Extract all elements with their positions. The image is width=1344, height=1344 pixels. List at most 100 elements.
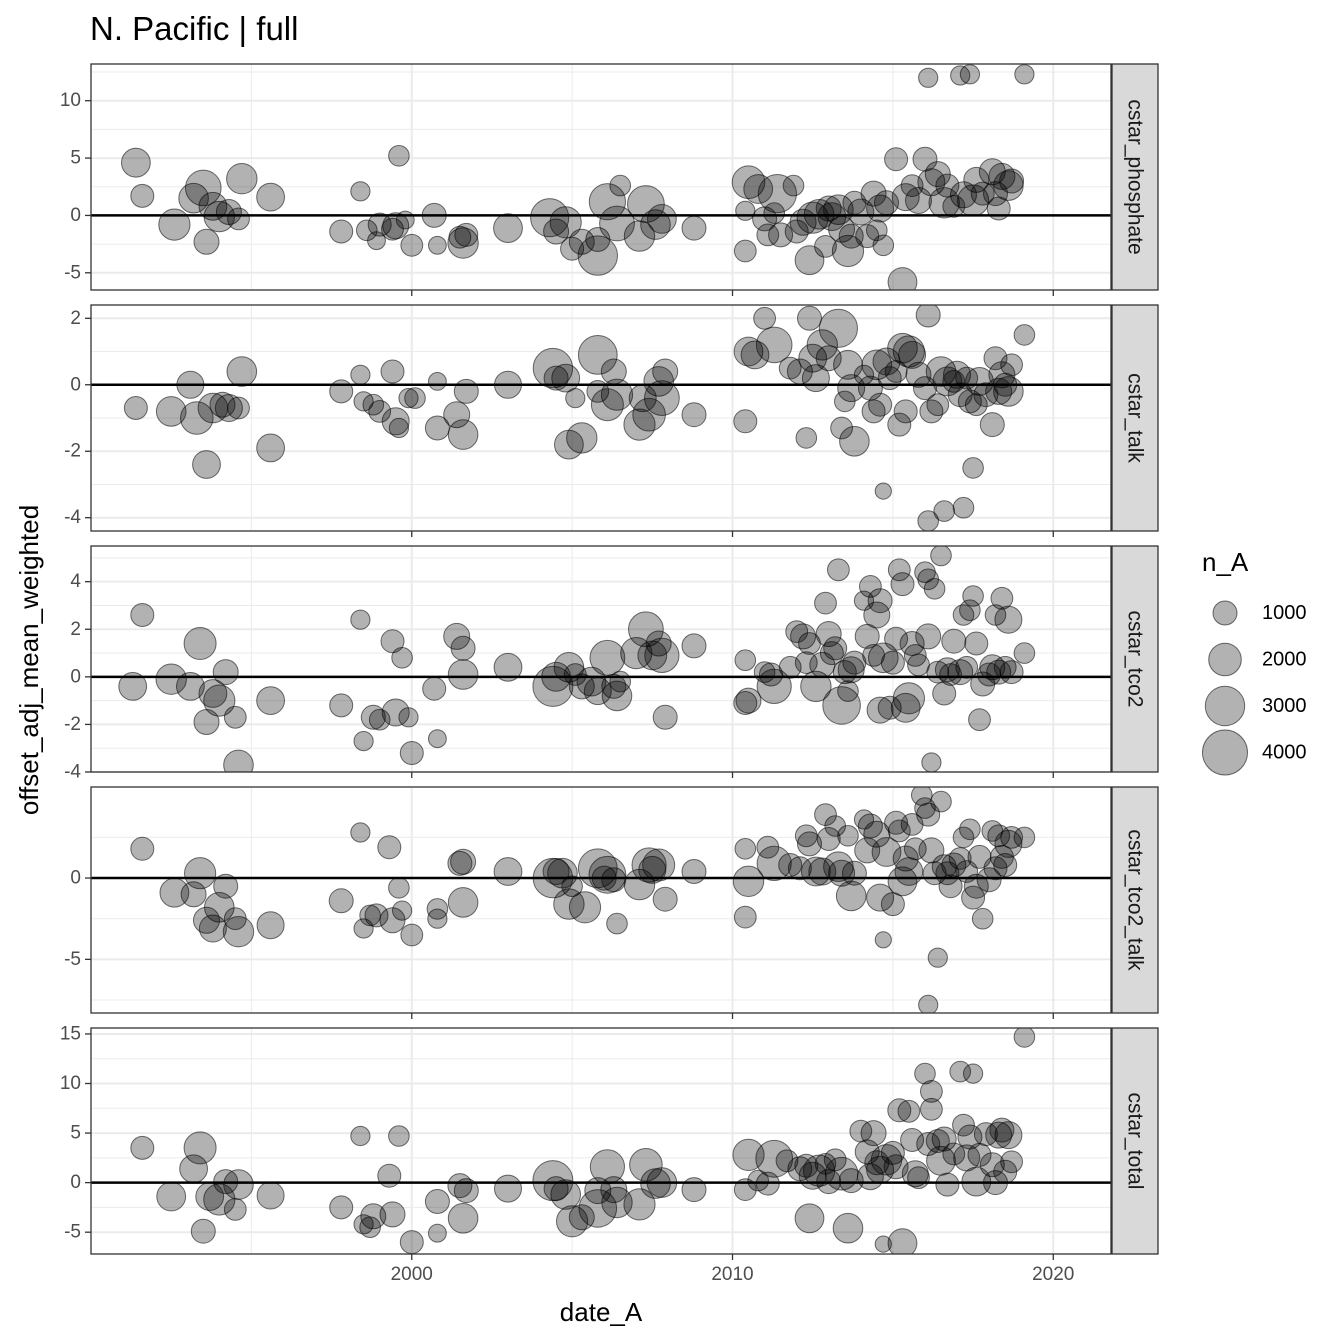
data-point [543,1176,569,1202]
data-point [647,204,677,234]
y-tick-label: 5 [70,148,81,169]
data-point [223,705,247,729]
panel-border [90,63,1112,291]
data-point [979,654,1006,681]
legend-key-label: 4000 [1262,742,1307,764]
data-point [158,208,191,241]
data-point [903,644,927,667]
panel-cstar_talk: cstar_talk -4 -2 0 2 [64,304,1159,537]
data-point [568,1204,595,1231]
data-point [568,228,595,255]
data-point [877,695,902,720]
data-point [600,378,634,411]
data-point [795,427,818,449]
data-point [970,181,995,206]
data-point [1013,826,1036,849]
data-point [822,686,861,725]
data-point [380,359,405,384]
data-point [887,1228,918,1254]
data-point [120,147,151,178]
data-point [494,370,522,399]
data-point [568,673,595,700]
data-point [623,408,656,441]
data-point [493,857,523,886]
data-point [789,208,817,236]
data-point [971,907,994,930]
data-point [400,923,424,947]
panel-border [90,304,1112,532]
data-point [130,836,155,861]
data-point [898,340,927,369]
data-point [644,637,680,674]
data-point [835,880,867,912]
data-point [828,859,856,887]
data-point [983,346,1008,371]
y-tick-label: 0 [70,205,81,226]
data-point [428,372,447,391]
data-point [329,693,354,718]
data-point [1013,1028,1036,1048]
data-point [422,676,447,701]
data-point [814,235,837,258]
data-point [223,1169,254,1200]
data-point [735,200,756,221]
data-point [447,887,479,918]
data-point [912,146,938,172]
data-point [424,1189,450,1214]
strip-background [1111,304,1159,532]
data-point [184,857,217,890]
data-point [814,803,837,826]
data-point [588,855,627,894]
data-point [819,641,844,666]
data-point [256,911,285,940]
data-point [794,1203,825,1234]
panel-cstar_tco2_talk: cstar_tco2_talk -5 0 [64,786,1159,1019]
data-point [863,601,891,629]
data-point [968,708,991,732]
data-point [609,174,632,197]
data-point [600,1176,628,1204]
data-point [400,233,424,257]
data-point [794,1153,819,1178]
data-point [359,904,381,927]
data-point [918,67,939,88]
data-point [404,387,426,409]
data-point [399,1230,424,1254]
data-point [900,174,924,198]
data-point [927,947,948,968]
data-point [350,822,371,843]
data-point [588,183,627,221]
data-point [183,1131,217,1165]
data-point [155,663,187,695]
data-point [786,358,813,385]
data-point [985,377,1013,405]
data-point [993,376,1024,407]
data-point [193,906,220,934]
data-point [801,856,831,887]
data-point [547,857,578,889]
data-point [837,680,859,702]
data-point [955,366,979,390]
data-point [747,1169,770,1192]
data-point [823,636,848,661]
data-point [428,1223,447,1243]
data-point [884,626,909,651]
y-tick-label: 0 [70,868,81,889]
data-point [350,1125,371,1147]
data-point [837,825,859,847]
data-point [1014,64,1035,85]
data-point [897,1099,921,1123]
data-point [941,628,967,654]
data-point [887,332,918,364]
data-point [180,401,214,435]
data-point [809,651,836,678]
data-point [757,174,798,214]
data-point [155,396,187,427]
data-point [360,704,386,730]
data-point [328,888,354,914]
data-point [681,402,707,428]
data-point [918,994,939,1013]
data-point [130,183,155,208]
data-point [884,147,909,172]
